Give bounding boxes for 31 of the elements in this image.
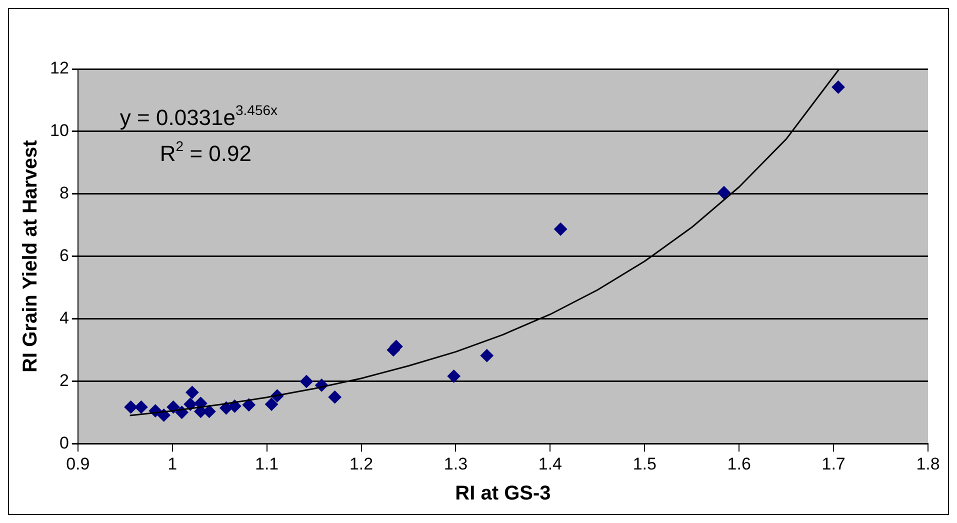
x-tick-label: 1.3 <box>444 454 468 474</box>
y-tick-label: 6 <box>59 246 69 265</box>
y-tick-label: 8 <box>59 184 69 203</box>
x-tick-label: 1.5 <box>632 454 656 474</box>
point <box>134 400 148 414</box>
y-tick-label: 10 <box>50 121 69 140</box>
point <box>124 400 138 414</box>
x-tick-label: 1.2 <box>349 454 374 474</box>
x-tick-label: 1.1 <box>255 454 279 474</box>
x-tick-label: 1 <box>168 454 178 474</box>
y-axis-title: RI Grain Yield at Harvest <box>20 140 42 372</box>
x-tick-label: 1.4 <box>538 454 562 474</box>
point <box>242 398 256 412</box>
point <box>186 386 199 399</box>
y-tick-label: 12 <box>50 58 69 78</box>
x-tick-label: 1.8 <box>916 454 940 474</box>
x-tick-label: 0.9 <box>66 454 90 474</box>
y-tick-label: 4 <box>59 308 69 328</box>
point <box>265 398 278 411</box>
point <box>447 370 460 383</box>
y-tick-label: 0 <box>59 433 69 452</box>
point <box>480 349 494 362</box>
point <box>554 222 568 236</box>
x-tick-label: 1.6 <box>727 454 751 474</box>
point <box>832 80 845 94</box>
x-axis-title: RI at GS-3 <box>455 482 551 505</box>
point <box>717 186 730 200</box>
point <box>328 390 342 404</box>
x-tick-label: 1.7 <box>822 454 846 474</box>
point <box>300 374 313 388</box>
y-tick-label: 2 <box>59 370 69 390</box>
